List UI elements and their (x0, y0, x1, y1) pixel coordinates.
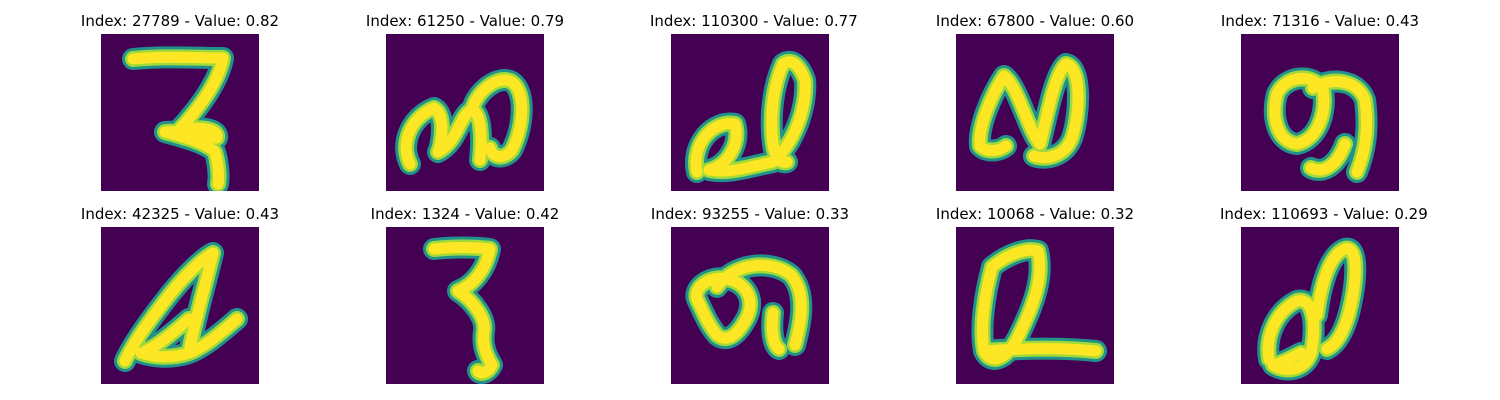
glyph-stroke-core (691, 259, 807, 355)
panel-title: Index: 10068 - Value: 0.32 (935, 205, 1135, 223)
glyph-stroke-core (974, 58, 1084, 164)
glyph-stroke-core (1269, 72, 1373, 178)
panel-title: Index: 42325 - Value: 0.43 (80, 205, 280, 223)
image-panel: Index: 93255 - Value: 0.33 (650, 205, 850, 387)
glyph-stroke-core (1262, 243, 1361, 375)
handwritten-glyph-image (101, 34, 259, 191)
glyph-stroke-core (690, 56, 811, 178)
glyph-stroke-core (428, 242, 498, 379)
handwritten-glyph-image (1241, 227, 1399, 384)
image-panel: Index: 61250 - Value: 0.79 (365, 12, 565, 194)
image-panel: Index: 71316 - Value: 0.43 (1220, 12, 1420, 194)
glyph-stroke-core (127, 51, 229, 190)
handwritten-glyph-image (1241, 34, 1399, 191)
handwritten-glyph-image (101, 227, 259, 384)
glyph-stroke-core (119, 247, 243, 367)
panel-title: Index: 27789 - Value: 0.82 (80, 12, 280, 30)
image-panel: Index: 27789 - Value: 0.82 (80, 12, 280, 194)
handwritten-glyph-image (671, 34, 829, 191)
panel-title: Index: 93255 - Value: 0.33 (650, 205, 850, 223)
image-panel: Index: 67800 - Value: 0.60 (935, 12, 1135, 194)
panel-title: Index: 67800 - Value: 0.60 (935, 12, 1135, 30)
handwritten-glyph-image (956, 34, 1114, 191)
panel-title: Index: 110300 - Value: 0.77 (650, 12, 858, 30)
handwritten-glyph-image (386, 34, 544, 191)
image-panel: Index: 10068 - Value: 0.32 (935, 205, 1135, 387)
panel-title: Index: 71316 - Value: 0.43 (1220, 12, 1420, 30)
panel-title: Index: 110693 - Value: 0.29 (1220, 205, 1428, 223)
panel-title: Index: 1324 - Value: 0.42 (370, 205, 560, 223)
handwritten-glyph-image (671, 227, 829, 384)
glyph-stroke-core (400, 74, 528, 170)
image-panel: Index: 42325 - Value: 0.43 (80, 205, 280, 387)
handwritten-glyph-image (386, 227, 544, 384)
image-panel: Index: 1324 - Value: 0.42 (365, 205, 565, 387)
image-panel: Index: 110693 - Value: 0.29 (1220, 205, 1428, 387)
handwritten-glyph-image (956, 227, 1114, 384)
glyph-stroke-core (976, 244, 1102, 365)
image-panel: Index: 110300 - Value: 0.77 (650, 12, 858, 194)
panel-title: Index: 61250 - Value: 0.79 (365, 12, 565, 30)
